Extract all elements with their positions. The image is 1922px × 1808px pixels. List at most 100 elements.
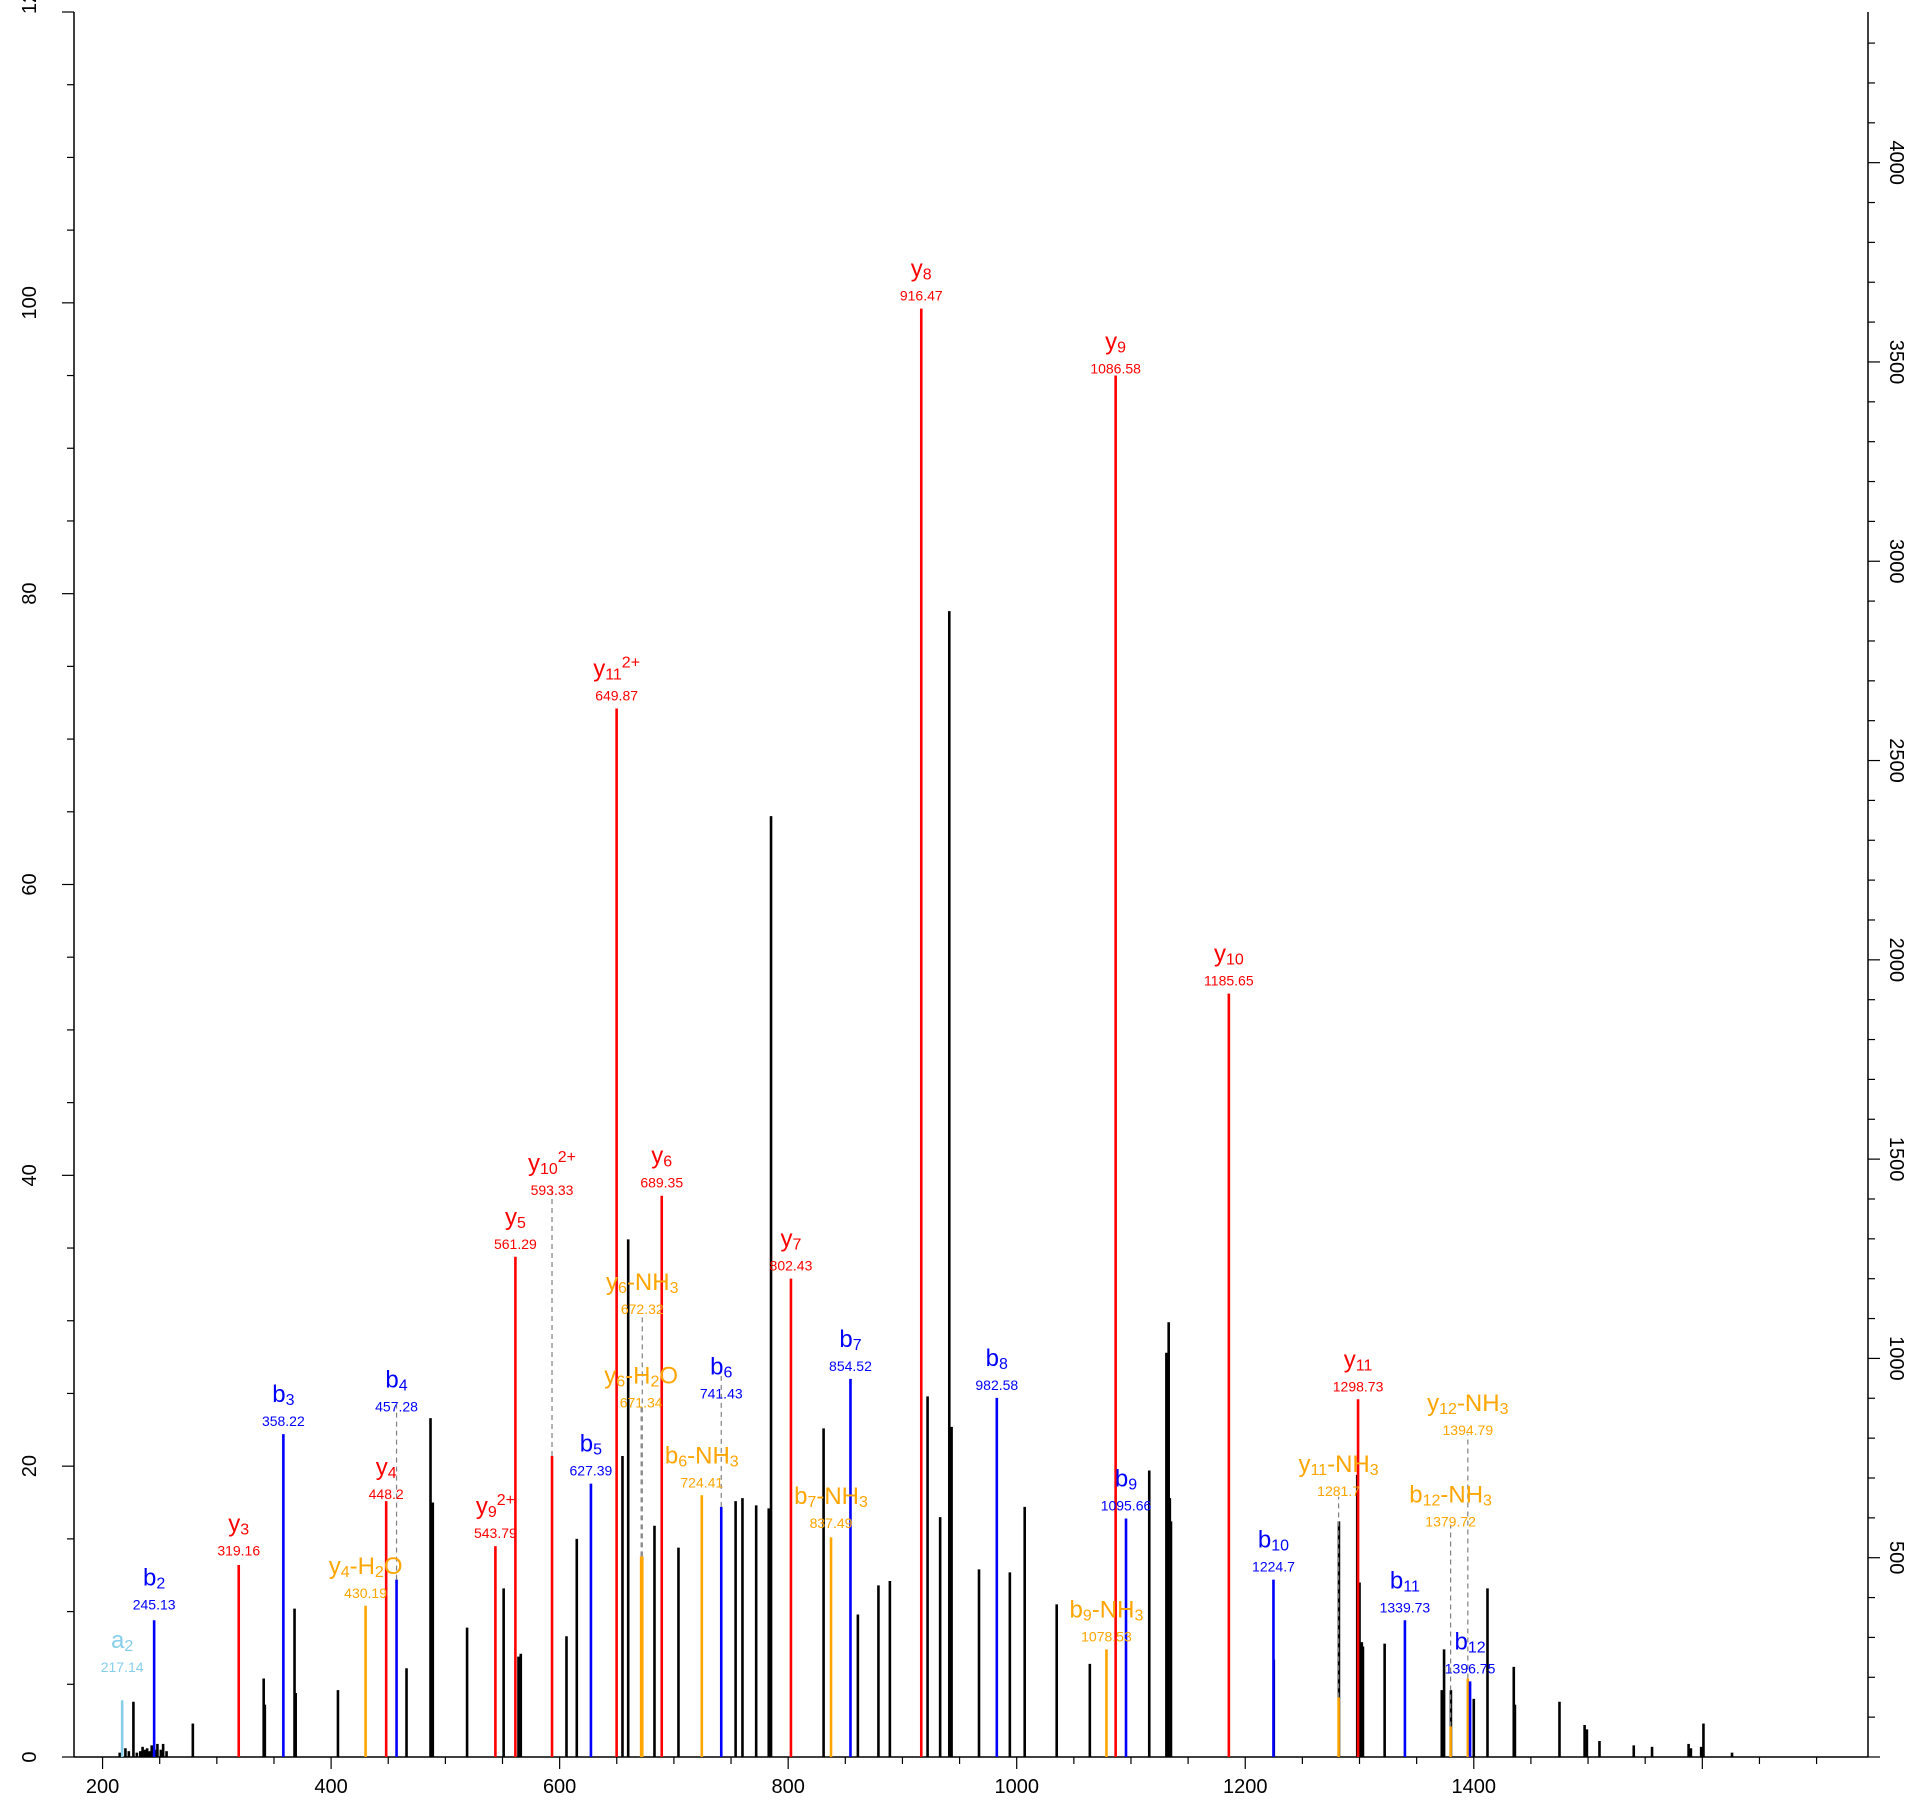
ion-name: y92+ bbox=[476, 1492, 515, 1521]
ion-name: b12-NH3 bbox=[1409, 1482, 1492, 1510]
ion-mz-label: 627.39 bbox=[570, 1463, 613, 1479]
ion-name: b2 bbox=[143, 1564, 165, 1592]
peak-label: b3 358.22 bbox=[262, 1381, 305, 1429]
ion-mz-label: 1394.79 bbox=[1443, 1422, 1494, 1438]
peak-label: y6 689.35 bbox=[640, 1143, 683, 1191]
ion-mz-label: 982.58 bbox=[975, 1377, 1018, 1393]
ion-mz-label: 217.14 bbox=[101, 1659, 144, 1675]
ion-mz-label: 1298.73 bbox=[1333, 1378, 1384, 1394]
peak-label: b9 1095.66 bbox=[1101, 1466, 1152, 1514]
ion-mz-label: 689.35 bbox=[640, 1175, 683, 1191]
peak-label: y3 319.16 bbox=[217, 1511, 260, 1559]
peak-label: y6-H2O 671.34 bbox=[604, 1362, 678, 1410]
ion-name: y4 bbox=[376, 1454, 397, 1482]
y-tick-label: 100 bbox=[19, 286, 41, 319]
ion-name: b4 bbox=[385, 1367, 407, 1395]
y-tick-label: 20 bbox=[19, 1455, 41, 1477]
peak-label: y11-NH3 1281.7 bbox=[1299, 1451, 1379, 1499]
ion-name: b3 bbox=[272, 1381, 294, 1409]
peak-label: b7-NH3 837.49 bbox=[794, 1483, 868, 1531]
ion-name: y3 bbox=[228, 1511, 249, 1539]
ion-mz-label: 671.34 bbox=[620, 1394, 663, 1410]
peak-label: b9-NH3 1078.53 bbox=[1070, 1596, 1144, 1644]
x-tick-label: 1400 bbox=[1452, 1776, 1497, 1798]
ion-name: y6-H2O bbox=[604, 1362, 678, 1390]
ion-mz-label: 430.19 bbox=[344, 1585, 387, 1601]
peak-label: b12-NH3 1379.72 bbox=[1409, 1482, 1492, 1530]
ion-mz-label: 672.32 bbox=[621, 1301, 664, 1317]
ion-mz-label: 319.16 bbox=[217, 1543, 260, 1559]
ion-name: a2 bbox=[111, 1627, 133, 1655]
peak-label: b2 245.13 bbox=[133, 1564, 176, 1612]
ion-name: b6-NH3 bbox=[665, 1442, 739, 1470]
peak-label: b4 457.28 bbox=[375, 1367, 418, 1415]
y2-tick-label: 2000 bbox=[1885, 938, 1907, 983]
peak-label: b5 627.39 bbox=[570, 1431, 613, 1479]
ion-mz-label: 593.33 bbox=[531, 1182, 574, 1198]
ion-mz-label: 1379.72 bbox=[1425, 1514, 1476, 1530]
ion-name: y102+ bbox=[528, 1149, 576, 1178]
peak-labels: a2 217.14 b2 245.13 y3 319.16 b3 358.22 y4-H2O 43… bbox=[101, 256, 1509, 1677]
peak-label: b10 1224.7 bbox=[1252, 1527, 1295, 1575]
y2-tick-label: 3000 bbox=[1885, 539, 1907, 584]
unassigned-peaks bbox=[118, 611, 1734, 1757]
peak-label: y9 1086.58 bbox=[1090, 328, 1141, 376]
y2-tick-label: 500 bbox=[1885, 1541, 1907, 1574]
ion-name: y5 bbox=[505, 1204, 526, 1232]
ion-name: b10 bbox=[1258, 1527, 1289, 1555]
peak-label: y8 916.47 bbox=[900, 256, 943, 304]
ion-mz-label: 1224.7 bbox=[1252, 1559, 1295, 1575]
ion-name: y11 bbox=[1344, 1346, 1373, 1374]
ion-mz-label: 916.47 bbox=[900, 288, 943, 304]
x-tick-label: 200 bbox=[86, 1776, 119, 1798]
peak-label: y6-NH3 672.32 bbox=[606, 1269, 679, 1317]
peak-label: y112+ 649.87 bbox=[593, 655, 640, 704]
ion-name: y9 bbox=[1105, 328, 1126, 356]
x-tick-label: 1000 bbox=[994, 1776, 1039, 1798]
ion-mz-label: 1095.66 bbox=[1101, 1498, 1152, 1514]
peak-label: b6 741.43 bbox=[700, 1354, 743, 1402]
ion-mz-label: 1339.73 bbox=[1380, 1599, 1431, 1615]
ion-mz-label: 1281.7 bbox=[1317, 1483, 1360, 1499]
ion-name: y7 bbox=[780, 1226, 801, 1254]
peak-label: b11 1339.73 bbox=[1380, 1567, 1431, 1615]
y-tick-label: 80 bbox=[19, 583, 41, 605]
y2-tick-label: 1500 bbox=[1885, 1137, 1907, 1182]
ion-mz-label: 741.43 bbox=[700, 1386, 743, 1402]
ion-name: b9 bbox=[1115, 1466, 1137, 1494]
ion-name: b9-NH3 bbox=[1070, 1596, 1144, 1624]
y-tick-label-partial: 12 bbox=[19, 0, 41, 14]
ion-name: b7 bbox=[839, 1326, 861, 1354]
ion-mz-label: 457.28 bbox=[375, 1399, 418, 1415]
x-tick-label: 1200 bbox=[1223, 1776, 1268, 1798]
y2-tick-label: 4000 bbox=[1885, 140, 1907, 185]
peak-label: y102+ 593.33 bbox=[528, 1149, 576, 1198]
ion-mz-label: 245.13 bbox=[133, 1596, 176, 1612]
peak-label: b7 854.52 bbox=[829, 1326, 872, 1374]
y2-tick-label: 3500 bbox=[1885, 340, 1907, 385]
ion-name: y12-NH3 bbox=[1427, 1390, 1508, 1418]
ion-name: b5 bbox=[580, 1431, 602, 1459]
ion-mz-label: 543.79 bbox=[474, 1525, 517, 1541]
x-tick-label: 800 bbox=[771, 1776, 804, 1798]
y-tick-label: 0 bbox=[19, 1751, 41, 1762]
ion-name: y8 bbox=[911, 256, 932, 284]
ion-mz-label: 649.87 bbox=[595, 688, 638, 704]
ion-name: b11 bbox=[1390, 1567, 1420, 1595]
peak-label: y12-NH3 1394.79 bbox=[1427, 1390, 1508, 1438]
annotated-peaks bbox=[120, 308, 1472, 1757]
chart-axes: 200 400 600 800 1000 1200 1400 0 20 40 60 80 100 12 50… bbox=[19, 0, 1907, 1798]
ion-name: y4-H2O bbox=[329, 1553, 403, 1581]
y2-tick-label: 1000 bbox=[1885, 1336, 1907, 1381]
ion-mz-label: 1396.75 bbox=[1445, 1660, 1496, 1676]
peak-label: a2 217.14 bbox=[101, 1627, 144, 1675]
ion-mz-label: 358.22 bbox=[262, 1413, 305, 1429]
peak-label: y92+ 543.79 bbox=[474, 1492, 517, 1541]
y-tick-label: 60 bbox=[19, 873, 41, 895]
x-tick-label: 600 bbox=[543, 1776, 576, 1798]
ion-name: y6 bbox=[651, 1143, 672, 1171]
ion-name: b8 bbox=[986, 1345, 1008, 1373]
ion-name: b12 bbox=[1454, 1628, 1485, 1656]
peak-label: y7 802.43 bbox=[770, 1226, 813, 1274]
